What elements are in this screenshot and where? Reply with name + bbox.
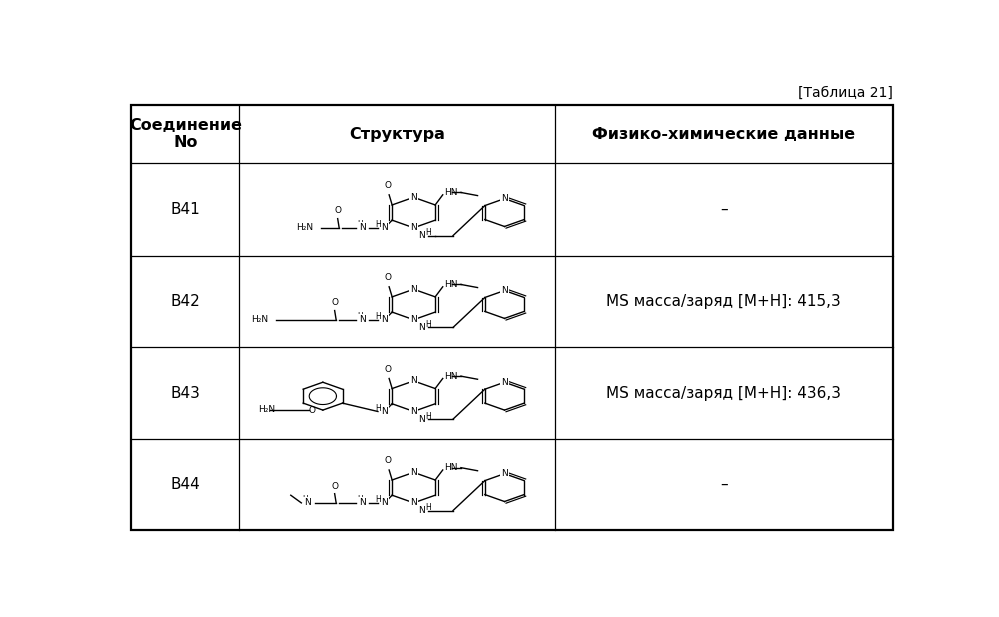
Text: N: N	[411, 223, 417, 232]
Text: N: N	[418, 506, 425, 515]
Text: H: H	[375, 220, 381, 230]
Text: O: O	[309, 405, 316, 415]
Text: H: H	[358, 312, 364, 321]
Text: O: O	[385, 457, 392, 465]
Text: N: N	[360, 223, 367, 233]
Text: N: N	[360, 499, 367, 507]
Text: В41: В41	[171, 202, 200, 217]
Text: Структура: Структура	[349, 126, 445, 142]
Text: Физико-химические данные: Физико-химические данные	[592, 126, 855, 142]
Text: H: H	[358, 220, 364, 230]
Text: В42: В42	[171, 294, 200, 309]
Text: O: O	[385, 181, 392, 190]
Text: H: H	[425, 503, 431, 512]
Text: HN: HN	[445, 188, 458, 197]
Text: O: O	[385, 273, 392, 282]
Text: H₂N: H₂N	[297, 223, 314, 232]
Text: N: N	[382, 499, 388, 507]
Bar	[131, 105, 893, 530]
Text: O: O	[331, 482, 338, 491]
Text: N: N	[411, 193, 417, 202]
Text: N: N	[304, 499, 311, 507]
Text: H₂N: H₂N	[258, 405, 275, 414]
Text: H: H	[425, 228, 431, 237]
Text: H: H	[425, 320, 431, 329]
Text: N: N	[382, 407, 388, 416]
Text: N: N	[411, 315, 417, 324]
Text: H₂N: H₂N	[251, 315, 268, 323]
Text: В43: В43	[170, 386, 200, 400]
Text: N: N	[411, 284, 417, 294]
Text: [Таблица 21]: [Таблица 21]	[798, 86, 893, 100]
Text: N: N	[418, 231, 425, 240]
Text: –: –	[720, 202, 727, 217]
Text: O: O	[385, 365, 392, 374]
Text: N: N	[411, 468, 417, 477]
Text: HN: HN	[445, 371, 458, 381]
Text: HN: HN	[445, 463, 458, 472]
Text: –: –	[720, 477, 727, 492]
Text: N: N	[418, 323, 425, 332]
Text: MS масса/заряд [М+Н]: 436,3: MS масса/заряд [М+Н]: 436,3	[606, 386, 841, 400]
Text: N: N	[411, 376, 417, 386]
Text: N: N	[501, 378, 507, 387]
Text: В44: В44	[171, 477, 200, 492]
Text: O: O	[335, 207, 342, 215]
Text: N: N	[501, 194, 507, 203]
Text: HN: HN	[445, 280, 458, 289]
Text: H: H	[358, 495, 364, 504]
Text: MS масса/заряд [М+Н]: 415,3: MS масса/заряд [М+Н]: 415,3	[606, 294, 841, 309]
Text: N: N	[382, 223, 388, 233]
Text: O: O	[331, 299, 338, 307]
Text: N: N	[411, 407, 417, 416]
Text: N: N	[501, 469, 507, 478]
Text: N: N	[382, 315, 388, 325]
Text: N: N	[411, 499, 417, 507]
Text: H: H	[375, 404, 381, 413]
Text: N: N	[360, 315, 367, 325]
Text: H: H	[375, 495, 381, 504]
Text: H: H	[303, 495, 308, 504]
Text: Соединение
No: Соединение No	[129, 118, 242, 151]
Text: H: H	[425, 412, 431, 421]
Text: N: N	[501, 286, 507, 295]
Text: H: H	[375, 312, 381, 321]
Text: N: N	[418, 415, 425, 424]
